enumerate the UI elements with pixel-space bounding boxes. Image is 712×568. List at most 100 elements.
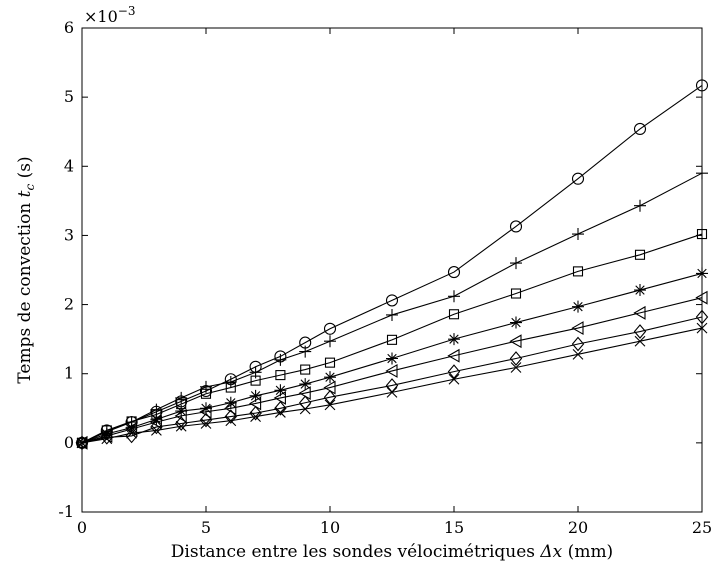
- data-point-circle: [571, 172, 585, 185]
- y-tick-label: 5: [64, 87, 74, 106]
- x-tick-label: 0: [77, 518, 87, 537]
- data-point-triangle-left: [509, 334, 522, 349]
- plot-frame: [81, 27, 703, 513]
- y-tick-label: 6: [64, 18, 74, 37]
- data-point-x: [76, 437, 88, 449]
- series-line: [81, 297, 703, 444]
- series-square: [76, 228, 708, 448]
- data-point-star: [100, 427, 113, 440]
- data-point-diamond: [174, 416, 188, 431]
- x-tick-label: 10: [320, 518, 340, 537]
- data-point-diamond: [249, 405, 262, 421]
- series-line: [81, 84, 703, 444]
- data-point-x: [696, 322, 708, 334]
- data-point-diamond: [199, 412, 213, 428]
- data-point-x: [250, 411, 261, 422]
- data-point-triangle-left: [174, 408, 187, 423]
- y-tick-label: -1: [58, 502, 74, 521]
- y-axis-label: Temps de convection tc (s): [15, 156, 37, 383]
- data-point-diamond: [447, 364, 461, 379]
- data-point-plus: [299, 345, 312, 358]
- data-point-star: [696, 267, 708, 280]
- data-point-circle: [447, 266, 461, 279]
- data-point-x: [448, 373, 460, 385]
- axis-ticks: [81, 27, 703, 513]
- data-point-star: [299, 378, 312, 391]
- data-point-plus: [274, 353, 287, 366]
- data-point-square: [225, 382, 236, 393]
- data-point-star: [510, 316, 522, 329]
- data-point-plus: [324, 335, 336, 348]
- data-point-plus: [200, 380, 212, 393]
- y-tick-label: 4: [64, 156, 74, 175]
- data-point-square: [572, 266, 584, 277]
- data-point-plus: [572, 228, 584, 241]
- data-point-square: [634, 249, 646, 260]
- data-point-circle: [633, 122, 647, 135]
- data-point-triangle-left: [695, 290, 708, 305]
- data-point-triangle-left: [571, 321, 584, 336]
- data-point-diamond: [150, 419, 163, 435]
- data-point-x: [200, 418, 212, 429]
- data-point-triangle-left: [149, 415, 162, 430]
- x-tick-label: 15: [444, 518, 464, 537]
- y-multiplier: ×10−3: [84, 4, 135, 26]
- data-point-plus: [175, 391, 188, 404]
- data-point-star: [175, 405, 188, 418]
- series-star: [76, 267, 708, 449]
- data-point-square: [696, 228, 708, 240]
- data-point-triangle-left: [385, 364, 398, 378]
- data-point-diamond: [274, 400, 287, 416]
- data-point-triangle-left: [124, 422, 138, 436]
- data-point-star: [572, 300, 584, 313]
- data-point-star: [634, 284, 646, 297]
- data-point-triangle-left: [273, 390, 286, 405]
- data-point-circle: [695, 79, 709, 92]
- data-point-square: [300, 364, 311, 375]
- data-point-x: [151, 425, 162, 436]
- data-point-triangle-left: [224, 401, 237, 416]
- series-layer: [75, 79, 709, 451]
- data-point-plus: [224, 376, 237, 389]
- data-point-square: [275, 370, 286, 381]
- data-point-x: [175, 420, 187, 432]
- data-point-square: [324, 357, 336, 368]
- data-point-plus: [696, 167, 708, 180]
- series-plus: [76, 167, 708, 449]
- data-point-plus: [448, 290, 460, 303]
- data-point-square: [386, 334, 398, 345]
- data-point-plus: [634, 199, 646, 212]
- data-point-diamond: [571, 336, 585, 352]
- data-point-star: [386, 352, 398, 365]
- data-point-diamond: [509, 351, 523, 366]
- data-point-star: [324, 371, 336, 384]
- data-point-diamond: [75, 435, 89, 451]
- data-point-x: [510, 362, 522, 373]
- data-point-x: [386, 386, 398, 398]
- series-x: [76, 322, 708, 449]
- y-tick-label: 1: [64, 364, 74, 383]
- x-axis-label: Distance entre les sondes vélocimétrique…: [171, 542, 613, 562]
- data-point-x: [275, 407, 286, 418]
- data-point-x: [225, 415, 237, 427]
- data-point-circle: [385, 294, 399, 307]
- data-point-x: [101, 433, 113, 445]
- series-triangle-left: [75, 290, 708, 450]
- data-point-plus: [510, 257, 522, 270]
- data-point-square: [510, 288, 522, 299]
- data-point-triangle-left: [199, 404, 212, 419]
- y-tick-label: 0: [64, 433, 74, 452]
- data-point-square: [448, 309, 460, 320]
- data-point-x: [634, 335, 646, 347]
- data-point-diamond: [695, 309, 709, 325]
- data-point-square: [250, 375, 261, 386]
- y-tick-label: 3: [64, 225, 74, 244]
- series-diamond: [75, 309, 709, 451]
- data-point-triangle-left: [633, 305, 646, 320]
- data-point-x: [299, 403, 311, 415]
- data-point-star: [224, 396, 237, 409]
- data-point-x: [324, 399, 336, 411]
- data-point-plus: [386, 308, 398, 321]
